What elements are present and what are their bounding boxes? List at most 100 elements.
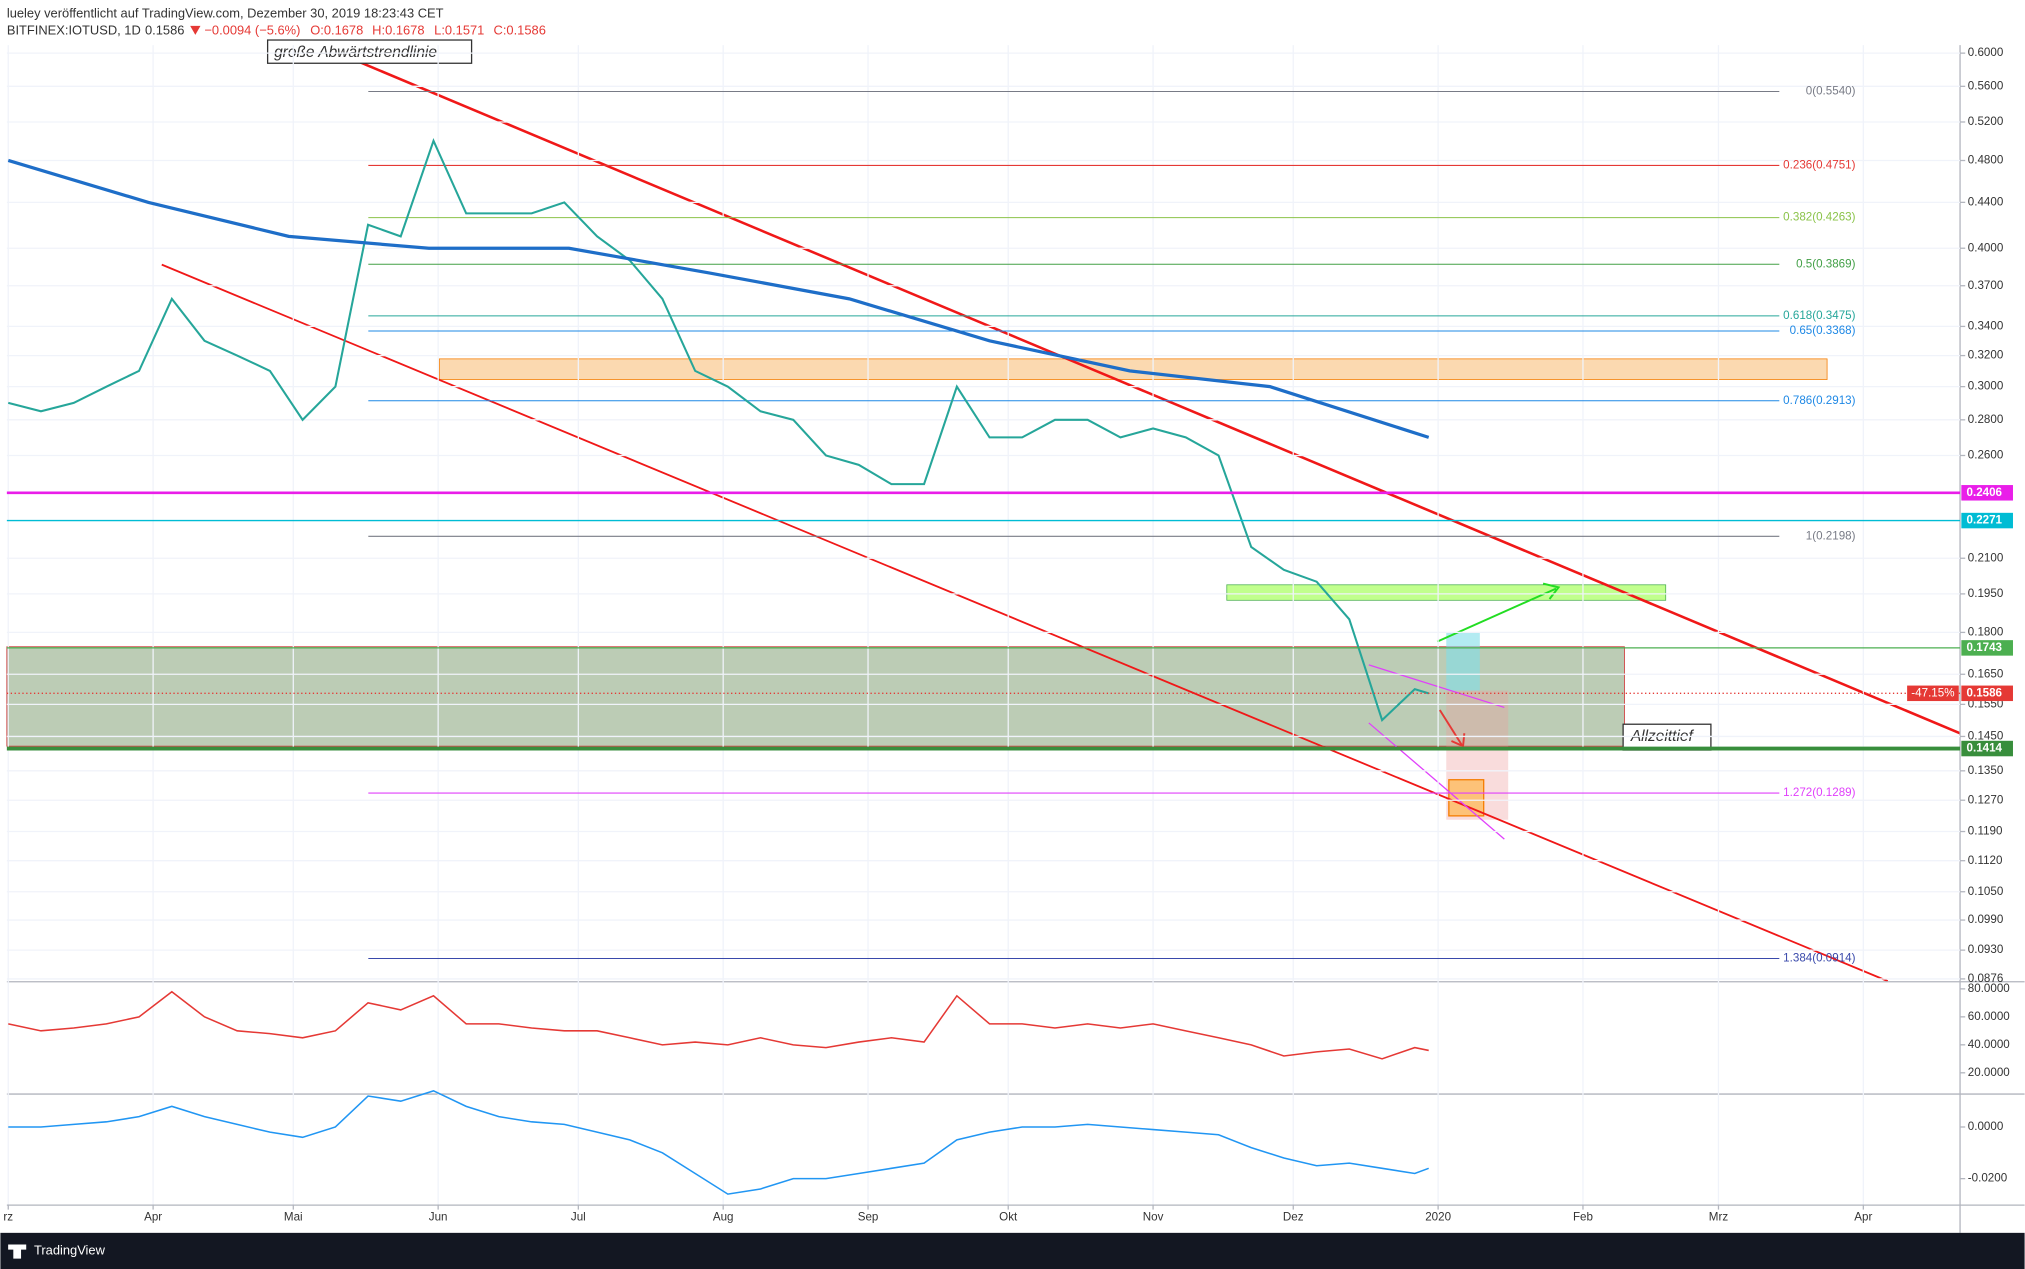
y-tick-label: 0.0930 <box>1968 943 2004 956</box>
symbol: BITFINEX:IOTUSD, 1D <box>7 22 141 37</box>
price-label-bg <box>1961 685 2013 702</box>
rsi-line <box>8 990 1429 1060</box>
y-tick-label: 0.6000 <box>1968 46 2004 59</box>
macd-line <box>8 1090 1429 1195</box>
change-label: -47.15% <box>1911 686 1954 699</box>
price-line <box>8 138 1430 722</box>
position-profit <box>1446 632 1480 691</box>
fib-label: 1.272(0.1289) <box>1783 786 1855 799</box>
x-tick-label: Nov <box>1143 1210 1164 1223</box>
wedge-line <box>1368 722 1505 840</box>
x-tick-label: Apr <box>144 1210 162 1223</box>
logo <box>8 1244 27 1259</box>
x-tick-label: Jul <box>571 1210 586 1223</box>
y-tick-label: 0.4000 <box>1968 241 2004 254</box>
arrow-head <box>1451 733 1466 748</box>
down-icon <box>190 25 201 35</box>
ohlc-close: C:0.1586 <box>494 22 546 37</box>
fib-label: 1.384(0.0914) <box>1783 952 1855 965</box>
price-label-bg <box>1961 640 2013 656</box>
fib-label: 0.65(0.3368) <box>1790 324 1856 337</box>
y-tick-label: 0.1650 <box>1968 667 2004 680</box>
price-label-bg <box>1961 485 2013 501</box>
y-tick-label: 0.2800 <box>1968 413 2004 426</box>
price-label: 0.1586 <box>1967 686 2003 699</box>
x-tick-label: Apr <box>1854 1210 1872 1223</box>
y-tick-label: 80.0000 <box>1968 982 2010 995</box>
annotation-box <box>266 39 473 64</box>
y-tick-label: 60.0000 <box>1968 1010 2010 1023</box>
y-tick-label: 0.2100 <box>1968 551 2004 564</box>
y-tick-label: 0.3700 <box>1968 279 2004 292</box>
y-tick-label: 40.0000 <box>1968 1038 2010 1051</box>
y-tick-label: 0.1270 <box>1968 793 2004 806</box>
y-tick-label: 20.0000 <box>1968 1066 2010 1079</box>
change: −0.0094 (−5.6%) <box>204 22 300 37</box>
y-tick-label: 0.1120 <box>1968 854 2003 867</box>
fib-label: 0.382(0.4263) <box>1783 211 1855 224</box>
x-tick-label: Feb <box>1573 1210 1593 1223</box>
y-tick-label: 0.1050 <box>1968 885 2004 898</box>
y-tick-label: 0.0876 <box>1968 972 2004 985</box>
y-tick-label: 0.2600 <box>1968 449 2004 462</box>
fib-label: 0(0.5540) <box>1806 85 1856 98</box>
price-label-bg <box>1961 740 2013 757</box>
price-label: 0.2271 <box>1967 514 2003 527</box>
footer <box>0 1232 2025 1269</box>
y-tick-label: 0.0000 <box>1968 1120 2004 1133</box>
x-tick-label: Dez <box>1283 1210 1304 1223</box>
x-tick-label: 2020 <box>1425 1210 1451 1223</box>
x-tick-label: rz <box>3 1210 13 1223</box>
y-tick-label: 0.1350 <box>1968 764 2004 777</box>
target-box <box>1448 779 1485 817</box>
ohlc-open: O:0.1678 <box>310 22 363 37</box>
ohlc-high: H:0.1678 <box>372 22 424 37</box>
y-tick-label: 0.1950 <box>1968 587 2004 600</box>
x-tick-label: Mrz <box>1709 1210 1729 1223</box>
header-title: lueley veröffentlicht auf TradingView.co… <box>7 6 444 21</box>
support-zone <box>6 646 1625 747</box>
arrow-head <box>1542 582 1561 600</box>
x-tick-label: Jun <box>429 1210 448 1223</box>
downtrend-line <box>358 60 1961 735</box>
y-tick-label: 0.1190 <box>1968 825 2003 838</box>
y-tick-label: 0.4400 <box>1968 195 2004 208</box>
arrow-down <box>1438 709 1463 746</box>
x-tick-label: Mai <box>284 1210 303 1223</box>
fib-label: 0.786(0.2913) <box>1783 394 1855 407</box>
y-tick-label: 0.5200 <box>1968 115 2004 128</box>
change-label-bg <box>1907 685 1959 702</box>
x-tick-label: Okt <box>999 1210 1018 1223</box>
x-tick-label: Sep <box>858 1210 879 1223</box>
fib-label: 0.618(0.3475) <box>1783 309 1855 322</box>
last-price: 0.1586 <box>145 22 184 37</box>
fib-label: 0.236(0.4751) <box>1783 158 1855 171</box>
ohlc-low: L:0.1571 <box>434 22 484 37</box>
fib-label: 1(0.2198) <box>1806 529 1856 542</box>
price-label-bg <box>1961 512 2013 529</box>
wedge-line <box>1368 664 1505 709</box>
y-tick-label: 0.5600 <box>1968 79 2004 92</box>
resistance-zone <box>438 358 1828 380</box>
price-label: 0.1743 <box>1967 641 2003 654</box>
y-tick-label: -0.0200 <box>1968 1172 2007 1185</box>
y-tick-label: 0.4800 <box>1968 154 2004 167</box>
y-tick-label: 0.3200 <box>1968 349 2004 362</box>
annotation-box <box>1622 723 1712 751</box>
target-zone <box>1226 584 1667 601</box>
price-label: 0.1414 <box>1967 742 2003 755</box>
price-label: 0.2406 <box>1967 486 2003 499</box>
y-tick-label: 0.0990 <box>1968 913 2004 926</box>
moving-average <box>7 158 1430 439</box>
channel-line <box>161 263 1889 982</box>
x-tick-label: Aug <box>713 1210 734 1223</box>
y-tick-label: 0.3400 <box>1968 319 2004 332</box>
brand[interactable]: TradingView <box>34 1242 106 1257</box>
fib-label: 0.5(0.3869) <box>1796 257 1856 270</box>
y-tick-label: 0.1800 <box>1968 625 2004 638</box>
y-tick-label: 0.3000 <box>1968 380 2004 393</box>
y-tick-label: 0.1450 <box>1968 730 2004 743</box>
